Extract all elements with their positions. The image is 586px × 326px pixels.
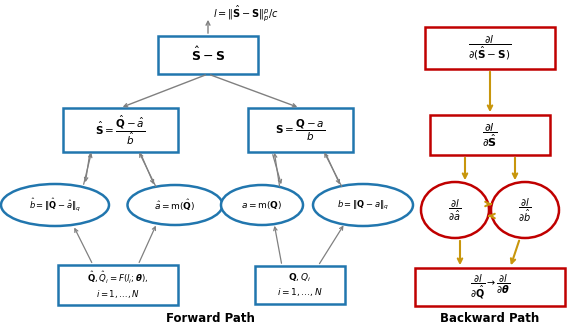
Ellipse shape: [421, 182, 489, 238]
FancyBboxPatch shape: [58, 265, 178, 305]
Ellipse shape: [128, 185, 223, 225]
Text: $\hat{\mathbf{S}} - \mathbf{S}$: $\hat{\mathbf{S}} - \mathbf{S}$: [191, 46, 225, 64]
Text: $\mathbf{S} = \dfrac{\mathbf{Q} - a}{b}$: $\mathbf{S} = \dfrac{\mathbf{Q} - a}{b}$: [275, 117, 325, 143]
FancyBboxPatch shape: [255, 266, 345, 304]
Ellipse shape: [1, 184, 109, 226]
Text: $\dfrac{\partial l}{\partial(\hat{\mathbf{S}} - \mathbf{S})}$: $\dfrac{\partial l}{\partial(\hat{\mathb…: [468, 34, 512, 62]
Text: $\dfrac{\partial l}{\partial \hat{a}}$: $\dfrac{\partial l}{\partial \hat{a}}$: [448, 197, 462, 223]
Text: $\dfrac{\partial l}{\partial \hat{\mathbf{Q}}} \rightarrow \dfrac{\partial l}{\p: $\dfrac{\partial l}{\partial \hat{\mathb…: [470, 273, 510, 301]
FancyBboxPatch shape: [415, 268, 565, 306]
FancyBboxPatch shape: [247, 108, 353, 152]
FancyBboxPatch shape: [430, 115, 550, 155]
Text: $\hat{\mathbf{Q}}, \hat{Q}_i = F(l_i; \boldsymbol{\theta}),$
$i = 1, \ldots, N$: $\hat{\mathbf{Q}}, \hat{Q}_i = F(l_i; \b…: [87, 270, 149, 300]
Ellipse shape: [313, 184, 413, 226]
Text: $\dfrac{\partial l}{\partial \hat{\mathbf{S}}}$: $\dfrac{\partial l}{\partial \hat{\mathb…: [482, 121, 498, 149]
FancyBboxPatch shape: [158, 36, 258, 74]
FancyBboxPatch shape: [425, 27, 555, 69]
FancyBboxPatch shape: [63, 108, 178, 152]
Text: $\hat{\mathbf{S}} = \dfrac{\hat{\mathbf{Q}} - \hat{a}}{\hat{b}}$: $\hat{\mathbf{S}} = \dfrac{\hat{\mathbf{…: [95, 113, 145, 147]
Text: $\hat{a} = \mathrm{m}(\hat{\mathbf{Q}})$: $\hat{a} = \mathrm{m}(\hat{\mathbf{Q}})$: [154, 197, 196, 213]
Text: $a = \mathrm{m}(\mathbf{Q})$: $a = \mathrm{m}(\mathbf{Q})$: [241, 199, 282, 211]
Ellipse shape: [491, 182, 559, 238]
Text: $l = \|\hat{\mathbf{S}} - \mathbf{S}\|_p^p/c$: $l = \|\hat{\mathbf{S}} - \mathbf{S}\|_p…: [213, 3, 279, 23]
Text: $\dfrac{\partial l}{\partial \hat{b}}$: $\dfrac{\partial l}{\partial \hat{b}}$: [519, 196, 532, 224]
Text: Forward Path: Forward Path: [166, 312, 254, 324]
Text: $\hat{b} = \|\hat{\mathbf{Q}} - \hat{a}\|_q$: $\hat{b} = \|\hat{\mathbf{Q}} - \hat{a}\…: [29, 197, 81, 213]
Ellipse shape: [221, 185, 303, 225]
Text: Backward Path: Backward Path: [440, 312, 540, 324]
Text: $\mathbf{Q}, Q_i$
$i = 1, \ldots, N$: $\mathbf{Q}, Q_i$ $i = 1, \ldots, N$: [277, 272, 323, 298]
Text: $b = \|\mathbf{Q} - a\|_q$: $b = \|\mathbf{Q} - a\|_q$: [337, 199, 389, 212]
